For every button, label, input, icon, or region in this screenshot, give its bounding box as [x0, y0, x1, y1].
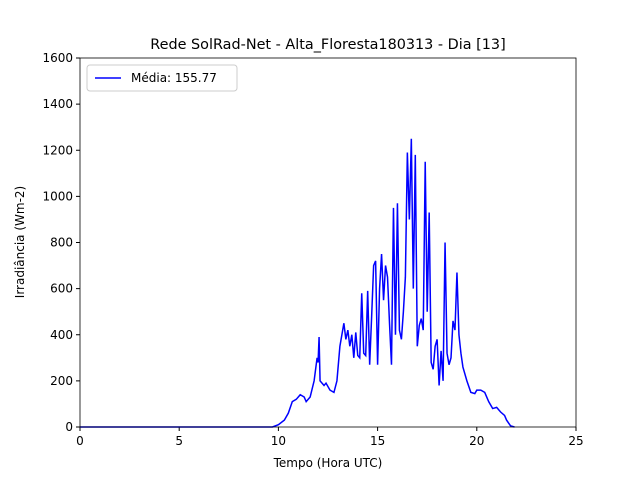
- y-tick-label: 800: [50, 236, 73, 250]
- legend-label: Média: 155.77: [131, 71, 217, 85]
- y-tick-label: 1200: [42, 143, 73, 157]
- chart-title: Rede SolRad-Net - Alta_Floresta180313 - …: [150, 37, 505, 53]
- x-tick-label: 5: [175, 434, 183, 448]
- x-tick-label: 10: [271, 434, 286, 448]
- x-tick-label: 25: [568, 434, 583, 448]
- y-tick-label: 400: [50, 328, 73, 342]
- y-tick-label: 0: [65, 420, 73, 434]
- y-axis-label: Irradiância (Wm-2): [13, 186, 27, 298]
- axes-frame: [79, 57, 577, 428]
- y-tick-label: 1000: [42, 189, 73, 203]
- x-tick-label: 15: [370, 434, 385, 448]
- x-axis-label: Tempo (Hora UTC): [273, 456, 383, 470]
- y-tick-label: 200: [50, 374, 73, 388]
- y-tick-label: 600: [50, 282, 73, 296]
- line-series: [80, 138, 515, 428]
- legend-box: [86, 64, 238, 92]
- x-tick-label: 0: [76, 434, 84, 448]
- y-tick-label: 1400: [42, 97, 73, 111]
- y-tick-label: 1600: [42, 51, 73, 65]
- x-tick-label: 20: [469, 434, 484, 448]
